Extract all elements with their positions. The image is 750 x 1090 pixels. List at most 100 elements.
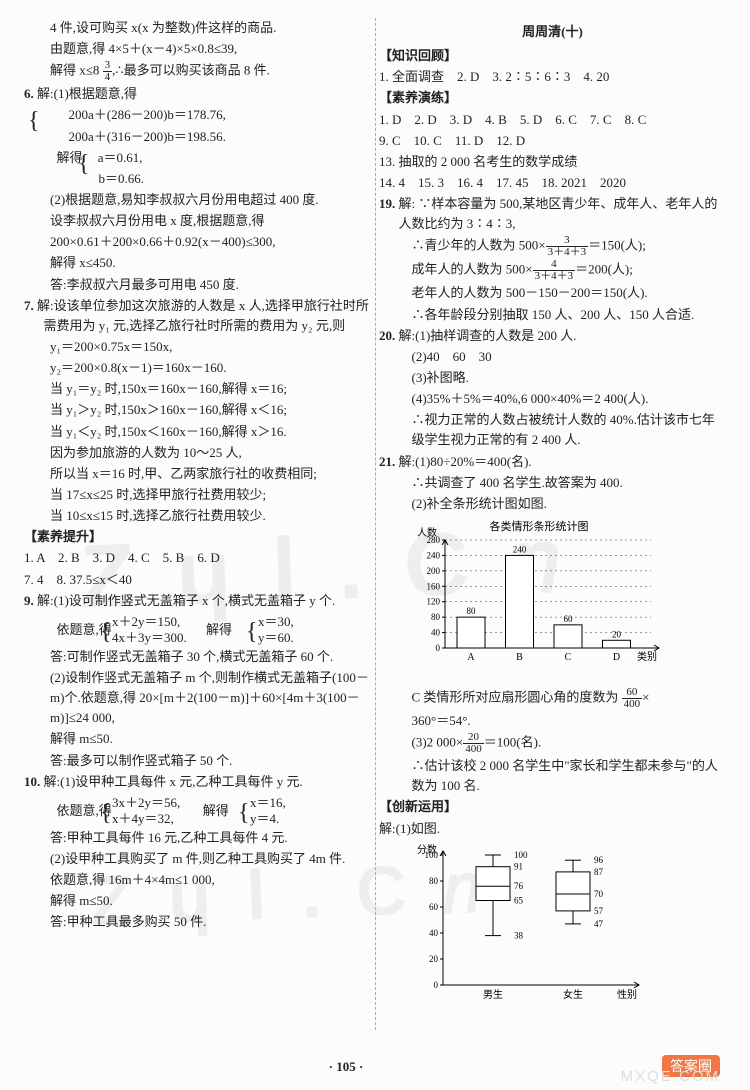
right-column: 周周清(十) 【知识回顾】 1. 全面调查 2. D 3. 2∶5∶6∶3 4.… bbox=[379, 18, 726, 1012]
svg-text:20: 20 bbox=[612, 629, 622, 639]
t: ∴青少年的人数为 500× bbox=[412, 238, 546, 253]
t: C 类情形所对应扇形圆心角的度数为 60400× bbox=[379, 687, 726, 710]
num: 20. bbox=[379, 328, 395, 343]
svg-text:类别: 类别 bbox=[637, 650, 657, 663]
text: 解得 x≤8 34,∴最多可以购买该商品 8 件. bbox=[24, 60, 371, 83]
svg-text:0: 0 bbox=[436, 643, 441, 653]
fraction: 43＋4＋3 bbox=[533, 259, 576, 282]
t: 360°＝54°. bbox=[379, 711, 726, 731]
t: ∴估计该校 2 000 名学生中"家长和学生都未参与"的人数为 100 名. bbox=[379, 756, 726, 796]
section-header: 【创新运用】 bbox=[379, 797, 726, 817]
answers: 1. D 2. D 3. D 4. B 5. D 6. C 7. C 8. C bbox=[379, 110, 726, 130]
fraction: 33＋4＋3 bbox=[546, 235, 589, 258]
svg-text:20: 20 bbox=[429, 954, 439, 964]
eq: 解得 { a＝0.61, bbox=[24, 148, 371, 168]
t: (2)设甲种工具购买了 m 件,则乙种工具购买了 4m 件. bbox=[24, 849, 371, 869]
answers: 7. 4 8. 37.5≤x＜40 bbox=[24, 570, 371, 590]
t: MXQE.COM bbox=[621, 1068, 720, 1085]
bar-chart: 各类情形条形统计图人数0408012016020024028080A240B60… bbox=[409, 518, 726, 683]
svg-text:60: 60 bbox=[429, 902, 439, 912]
svg-text:240: 240 bbox=[427, 550, 441, 560]
section-header: 【素养提升】 bbox=[24, 527, 371, 547]
q6: 6. 解:(1)根据题意,得 bbox=[24, 84, 371, 104]
svg-text:0: 0 bbox=[434, 980, 439, 990]
t: ＝150(人); bbox=[588, 238, 646, 253]
t: 解:(1)如图. bbox=[379, 819, 726, 839]
t: 成年人的人数为 500× bbox=[412, 262, 533, 277]
t: 老年人的人数为 500－150－200＝150(人). bbox=[379, 283, 726, 303]
q20: 20. 解:(1)抽样调查的人数是 200 人. bbox=[379, 326, 726, 346]
t: 4x＋3y＝300. bbox=[112, 628, 187, 648]
t: (4)35%＋5%＝40%,6 000×40%＝2 400(人). bbox=[379, 389, 726, 409]
den: 400 bbox=[463, 744, 484, 755]
t: (3)补图略. bbox=[379, 368, 726, 388]
t: ∴共调查了 400 名学生.故答案为 400. bbox=[379, 473, 726, 493]
t: 所以当 x＝16 时,甲、乙两家旅行社的收费相同; bbox=[24, 464, 371, 484]
t: 设李叔叔六月份用电 x 度,根据题意,得 bbox=[24, 211, 371, 231]
t: y₁＝200×0.75x＝150x, bbox=[24, 337, 371, 357]
t: 解: ∵样本容量为 500,某地区青少年、成年人、老年人的人数比约为 3∶4∶3… bbox=[399, 196, 718, 231]
svg-text:65: 65 bbox=[514, 895, 524, 905]
t: C 类情形所对应扇形圆心角的度数为 bbox=[412, 689, 622, 704]
box-plot: 分数02040608010010091766538男生9687705747女生性… bbox=[409, 843, 726, 1008]
svg-text:100: 100 bbox=[514, 850, 528, 860]
answers: 1. A 2. B 3. D 4. C 5. B 6. D bbox=[24, 548, 371, 568]
t: 解得 m≤50. bbox=[24, 729, 371, 749]
t: 解得 x≤450. bbox=[24, 253, 371, 273]
t: 答:李叔叔六月最多可用电 450 度. bbox=[24, 275, 371, 295]
svg-text:120: 120 bbox=[427, 597, 441, 607]
svg-text:80: 80 bbox=[429, 876, 439, 886]
answers: 13. 抽取的 2 000 名考生的数学成绩 bbox=[379, 152, 726, 172]
t: ＝100(名). bbox=[484, 735, 541, 750]
brace-icon: { bbox=[238, 795, 250, 832]
section-title: 周周清(十) bbox=[379, 22, 726, 42]
num: 21. bbox=[379, 454, 395, 469]
t: 因为参加旅游的人数为 10～25 人, bbox=[24, 443, 371, 463]
t: 当 y₁＜y₂ 时,150x＜160x－160,解得 x＞16. bbox=[24, 422, 371, 442]
brace-icon: { bbox=[78, 146, 90, 183]
t: (2)根据题意,易知李叔叔六月份用电超过 400 度. bbox=[24, 190, 371, 210]
answers: 14. 4 15. 3 16. 4 17. 45 18. 2021 2020 bbox=[379, 173, 726, 193]
svg-text:47: 47 bbox=[594, 919, 604, 929]
svg-text:C: C bbox=[565, 652, 572, 663]
t: 解得 x≤8 bbox=[50, 63, 103, 78]
t: 答:甲种工具每件 16 元,乙种工具每件 4 元. bbox=[24, 828, 371, 848]
svg-text:200: 200 bbox=[427, 566, 441, 576]
num: 6. bbox=[24, 86, 34, 101]
svg-text:160: 160 bbox=[427, 581, 441, 591]
t: (3)2 000×20400＝100(名). bbox=[379, 732, 726, 755]
t: 当 y₁＝y₂ 时,150x＝160x－160,解得 x＝16; bbox=[24, 379, 371, 399]
svg-text:B: B bbox=[516, 652, 523, 663]
t: 200a＋(286－200)b＝178.76, bbox=[57, 107, 226, 122]
t: 答:可制作竖式无盖箱子 30 个,横式无盖箱子 60 个. bbox=[24, 647, 371, 667]
text: 由题意,得 4×5＋(x－4)×5×0.8≤39, bbox=[24, 39, 371, 59]
t: b＝0.66. bbox=[57, 171, 145, 186]
den: 400 bbox=[622, 699, 643, 710]
svg-text:女生: 女生 bbox=[563, 988, 583, 1001]
q10: 10. 解:(1)设甲种工具每件 x 元,乙种工具每件 y 元. bbox=[24, 772, 371, 792]
svg-text:D: D bbox=[613, 652, 620, 663]
svg-text:100: 100 bbox=[425, 850, 439, 860]
q9: 9. 解:(1)设可制作竖式无盖箱子 x 个,横式无盖箱子 y 个. bbox=[24, 591, 371, 611]
fraction: 34 bbox=[103, 60, 113, 83]
t: (2)设制作竖式无盖箱子 m 个,则制作横式无盖箱子(100－m)个.依题意,得… bbox=[24, 668, 371, 728]
t: 解:(1)设可制作竖式无盖箱子 x 个,横式无盖箱子 y 个. bbox=[37, 593, 335, 608]
t: 答:甲种工具最多购买 50 件. bbox=[24, 912, 371, 932]
svg-text:80: 80 bbox=[431, 612, 441, 622]
section-header: 【素养演练】 bbox=[379, 88, 726, 108]
t: ,∴最多可以购买该商品 8 件. bbox=[112, 63, 270, 78]
q19: 19. 解: ∵样本容量为 500,某地区青少年、成年人、老年人的人数比约为 3… bbox=[379, 194, 726, 234]
eq-row: 依题意,得 解得 { x＋2y＝150, 4x＋3y＝300. { x＝30, … bbox=[24, 612, 371, 646]
svg-text:240: 240 bbox=[513, 544, 527, 554]
svg-text:80: 80 bbox=[467, 606, 477, 616]
t: a＝0.61, bbox=[86, 150, 143, 165]
svg-text:57: 57 bbox=[594, 906, 604, 916]
brace-icon: { bbox=[246, 614, 258, 651]
svg-text:70: 70 bbox=[594, 889, 604, 899]
t: 200a＋(316－200)b＝198.56. bbox=[57, 129, 226, 144]
t: 当 y₁＞y₂ 时,150x＞160x－160,解得 x＜16; bbox=[24, 400, 371, 420]
brace-icon: { bbox=[28, 103, 40, 140]
t: ∴青少年的人数为 500×33＋4＋3＝150(人); bbox=[379, 235, 726, 258]
fraction: 60400 bbox=[622, 687, 643, 710]
svg-text:96: 96 bbox=[594, 855, 604, 865]
